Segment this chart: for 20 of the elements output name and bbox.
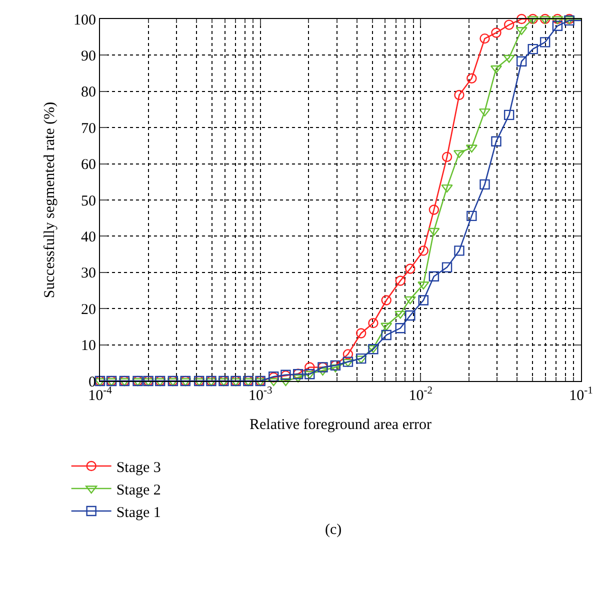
y-tick-label: 30 bbox=[81, 266, 96, 282]
x-tick-label: 10$^{-2}$ bbox=[408, 386, 433, 404]
y-tick-label: 70 bbox=[81, 120, 96, 137]
x-tick-label: 10$^{-3}$ bbox=[248, 386, 272, 404]
legend-label: Stage 3 bbox=[116, 460, 161, 476]
y-tick-label: 40 bbox=[81, 229, 96, 246]
y-tick-label: 60 bbox=[81, 157, 96, 174]
text: (c) bbox=[325, 522, 342, 538]
x-tick-label: 10$^{-1}$ bbox=[569, 386, 593, 404]
y-tick-label: 20 bbox=[81, 302, 96, 318]
y-tick-label: 50 bbox=[81, 193, 96, 210]
legend-label: Stage 2 bbox=[116, 482, 161, 498]
y-tick-label: 90 bbox=[81, 48, 96, 64]
x-axis-title: Relative foreground area error bbox=[250, 417, 432, 433]
x-tick-label: 10$^{-4}$ bbox=[88, 386, 113, 404]
y-axis-title: Successfully segmented rate (%) bbox=[42, 102, 58, 298]
y-tick-label: 100 bbox=[74, 12, 96, 28]
y-tick-label: 80 bbox=[81, 84, 96, 101]
y-tick-label: 10 bbox=[81, 338, 96, 354]
legend-label: Stage 1 bbox=[116, 504, 161, 521]
